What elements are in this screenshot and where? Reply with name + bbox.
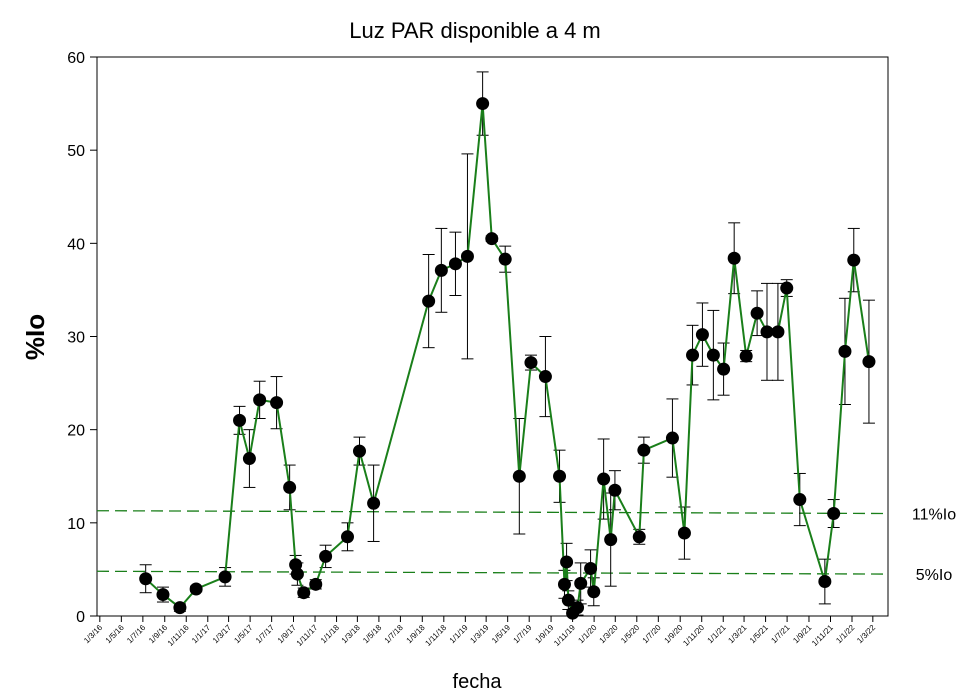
data-point	[476, 97, 490, 111]
data-point	[139, 572, 153, 586]
data-point	[218, 570, 232, 584]
data-point	[706, 348, 720, 362]
y-tick-label: 60	[67, 50, 85, 67]
data-point	[367, 496, 381, 510]
data-point	[319, 549, 333, 563]
chart-title: Luz PAR disponible a 4 m	[349, 18, 601, 43]
y-tick-label: 40	[67, 236, 85, 253]
data-point	[571, 601, 585, 615]
data-point	[862, 355, 876, 369]
data-point	[524, 356, 538, 370]
y-tick-label: 0	[76, 609, 85, 626]
data-point	[173, 601, 187, 615]
data-point	[352, 444, 366, 458]
data-point	[818, 575, 832, 589]
data-point	[780, 281, 794, 295]
data-point	[717, 362, 731, 376]
data-point	[309, 577, 323, 591]
data-point	[557, 577, 571, 591]
data-point	[793, 493, 807, 507]
data-point	[156, 588, 170, 602]
data-point	[290, 567, 304, 581]
data-point	[587, 585, 601, 599]
data-point	[760, 325, 774, 339]
data-point	[665, 431, 679, 445]
data-point	[498, 252, 512, 266]
data-point	[750, 306, 764, 320]
data-point	[739, 349, 753, 363]
y-tick-label: 50	[67, 143, 85, 160]
data-point	[827, 507, 841, 521]
data-point	[686, 348, 700, 362]
reference-label: 5%Io	[916, 567, 953, 584]
data-point	[553, 469, 567, 483]
data-point	[253, 393, 267, 407]
data-point	[695, 328, 709, 342]
data-point	[270, 396, 284, 410]
data-point	[485, 232, 499, 246]
data-point	[538, 370, 552, 384]
data-point	[604, 533, 618, 547]
data-point	[561, 593, 575, 607]
y-tick-label: 10	[67, 516, 85, 533]
y-tick-label: 30	[67, 330, 85, 347]
data-point	[512, 469, 526, 483]
data-point	[460, 249, 474, 263]
data-point	[448, 257, 462, 271]
data-point	[637, 443, 651, 457]
data-point	[189, 582, 203, 596]
data-point	[584, 561, 598, 575]
y-tick-label: 20	[67, 423, 85, 440]
x-axis-label: fecha	[453, 671, 503, 693]
data-point	[242, 452, 256, 466]
data-point	[422, 294, 436, 308]
data-point	[838, 344, 852, 358]
data-point	[677, 526, 691, 540]
data-point	[847, 253, 861, 267]
data-point	[297, 586, 311, 600]
data-point	[340, 530, 354, 544]
data-point	[560, 555, 574, 569]
data-point	[434, 263, 448, 277]
y-axis-label: %Io	[20, 314, 50, 360]
data-point	[233, 413, 247, 427]
data-point	[608, 483, 622, 497]
reference-line	[96, 510, 889, 515]
data-point	[574, 576, 588, 590]
data-point	[632, 530, 646, 544]
data-line	[145, 103, 870, 616]
data-point	[283, 480, 297, 494]
data-point	[597, 472, 611, 486]
data-point	[727, 251, 741, 265]
data-point	[771, 325, 785, 339]
reference-label: 11%Io	[912, 507, 956, 524]
